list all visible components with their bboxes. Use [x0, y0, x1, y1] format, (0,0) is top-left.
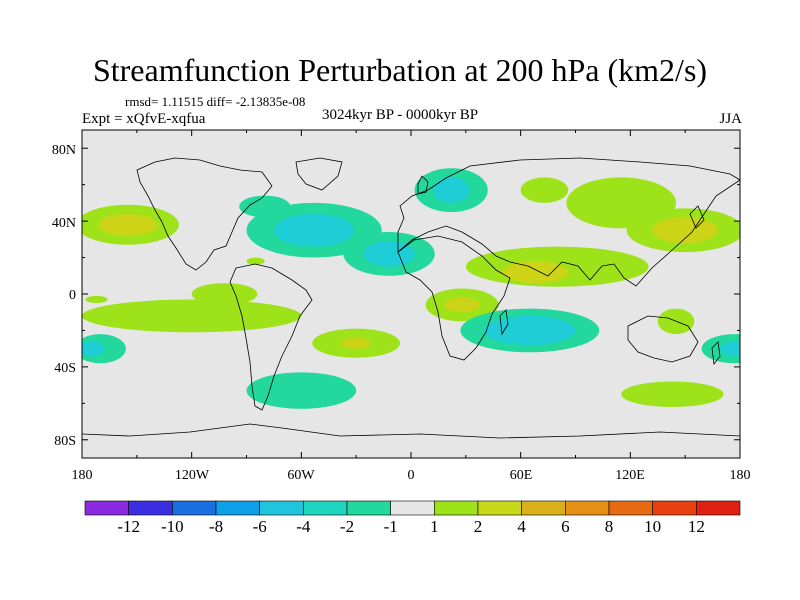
- y-tick-label-80s: 80S: [54, 434, 76, 449]
- positive-anomaly-9: [520, 177, 569, 203]
- negative-anomaly-23: [82, 341, 104, 356]
- y-tick-label-40n: 40N: [51, 216, 76, 231]
- coastlines: [82, 157, 740, 439]
- colorbar-label: -2: [339, 517, 355, 536]
- experiment-label: Expt = xQfvE-xqfua: [82, 111, 206, 127]
- colorbar: [84, 500, 741, 516]
- negative-anomaly-8: [432, 177, 470, 203]
- positive-anomaly-1: [98, 213, 157, 236]
- x-tick-label-60w: 60W: [287, 468, 315, 483]
- plot-title: Streamfunction Perturbation at 200 hPa (…: [92, 52, 708, 88]
- positive-anomaly-14: [502, 261, 569, 284]
- colorbar-label: 12: [687, 517, 705, 536]
- colorbar-label: -4: [296, 517, 311, 536]
- positive-anomaly-29: [621, 381, 724, 407]
- colorbar-label: 6: [561, 517, 570, 536]
- coast-south-america: [229, 263, 313, 411]
- coast-new-zealand: [711, 341, 721, 366]
- colorbar-swatch: [303, 500, 348, 516]
- colorbar-label: 10: [644, 517, 662, 536]
- colorbar-label: 4: [517, 517, 526, 536]
- y-tick-label-40s: 40S: [54, 361, 76, 376]
- coast-eurasia: [397, 157, 740, 287]
- coast-madagascar: [499, 309, 509, 336]
- colorbar-swatch: [84, 500, 129, 516]
- colorbar-swatch: [608, 500, 653, 516]
- colorbar-swatch: [215, 500, 260, 516]
- colorbar-swatch: [128, 500, 173, 516]
- colorbar-label: -6: [252, 517, 267, 536]
- colorbar-swatch: [172, 500, 217, 516]
- colorbar-swatch: [434, 500, 479, 516]
- colorbar-label: 1: [430, 517, 439, 536]
- period-label: 3024kyr BP - 0000kyr BP: [322, 107, 479, 123]
- y-tick-label-0: 0: [69, 288, 76, 303]
- x-tick-label-0: 0: [407, 468, 415, 483]
- season-label: JJA: [719, 111, 742, 127]
- coast-north-america: [136, 157, 273, 271]
- colorbar-swatch: [390, 500, 435, 516]
- negative-anomaly-18: [484, 315, 576, 346]
- negative-anomaly-4: [273, 213, 355, 247]
- coast-greenland: [295, 157, 343, 191]
- colorbar-swatch: [521, 500, 566, 516]
- x-tick-label-180w: 180: [71, 468, 93, 483]
- positive-anomaly-27: [341, 337, 371, 349]
- negative-anomaly-28: [246, 372, 357, 409]
- colorbar-label: -8: [208, 517, 224, 536]
- colorbar-swatch: [696, 500, 741, 516]
- colorbar-swatch: [652, 500, 697, 516]
- coast-uk: [417, 175, 429, 195]
- colorbar-swatch: [477, 500, 522, 516]
- colorbar-label: -12: [117, 517, 140, 536]
- x-tick-label-120w: 120W: [174, 468, 210, 483]
- coast-australia: [627, 315, 699, 363]
- colorbar-label: 2: [473, 517, 483, 536]
- axis-ticks: [81, 130, 741, 458]
- colorbar-swatch: [565, 500, 610, 516]
- y-tick-label-80n: 80N: [51, 143, 76, 158]
- x-tick-label-60e: 60E: [509, 468, 533, 483]
- negative-anomaly-6: [363, 241, 415, 267]
- positive-anomaly-16: [443, 297, 481, 313]
- colorbar-swatch: [259, 500, 304, 516]
- x-tick-label-180e: 180: [729, 468, 751, 483]
- coast-antarctica: [82, 423, 740, 439]
- positive-anomaly-25: [191, 283, 258, 305]
- positive-anomaly-24: [82, 299, 302, 333]
- colorbar-label: 8: [604, 517, 614, 536]
- coast-japan: [689, 205, 705, 229]
- colorbar-label: -10: [160, 517, 184, 536]
- colorbar-label: -1: [383, 517, 398, 536]
- positive-anomaly-30: [85, 295, 108, 304]
- colorbar-swatch: [346, 500, 391, 516]
- stats-text: rmsd= 1.11515 diff= -2.13835e-08: [125, 94, 306, 109]
- x-tick-label-120e: 120E: [615, 468, 645, 483]
- contour-fields: [82, 168, 740, 409]
- positive-anomaly-12: [652, 217, 719, 243]
- positive-anomaly-31: [246, 257, 265, 265]
- negative-anomaly-21: [719, 341, 740, 356]
- coast-africa: [397, 235, 511, 361]
